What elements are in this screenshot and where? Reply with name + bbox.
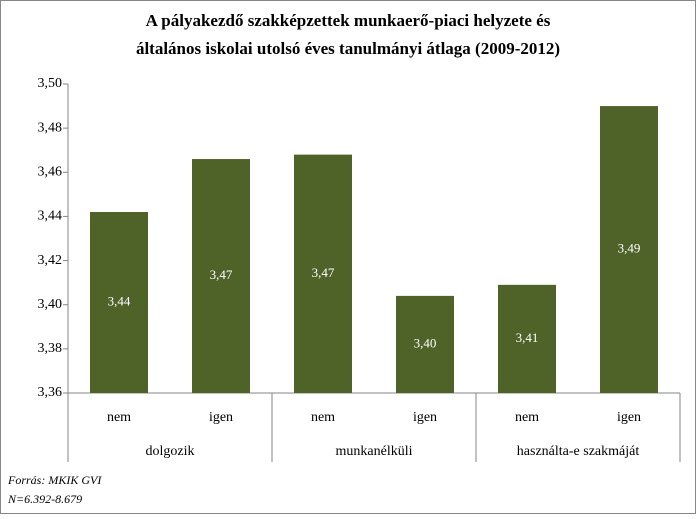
value-label: 3,47 xyxy=(312,265,335,280)
x-tick-label: igen xyxy=(209,410,233,425)
source: N=6.392-8.679 xyxy=(7,492,82,506)
value-label: 3,47 xyxy=(210,267,233,282)
bar xyxy=(90,212,148,393)
group-label: használta-e szakmáját xyxy=(517,444,640,459)
source: Forrás: MKIK GVI xyxy=(7,473,102,487)
y-tick-label: 3,48 xyxy=(38,120,63,135)
bar xyxy=(396,295,454,393)
y-tick-label: 3,46 xyxy=(38,165,63,180)
bar xyxy=(294,154,352,393)
bar xyxy=(498,284,556,393)
bar xyxy=(600,106,658,394)
y-tick-label: 3,36 xyxy=(38,385,63,400)
group-label: dolgozik xyxy=(146,444,195,459)
x-tick-label: nem xyxy=(515,410,539,425)
x-tick-label: nem xyxy=(311,410,335,425)
y-tick-label: 3,50 xyxy=(38,76,63,91)
value-label: 3,44 xyxy=(108,293,131,308)
x-tick-label: igen xyxy=(413,410,437,425)
y-tick-label: 3,40 xyxy=(38,297,63,312)
bar xyxy=(192,159,250,393)
chart-title: általános iskolai utolsó éves tanulmányi… xyxy=(136,39,560,58)
x-tick-label: igen xyxy=(617,410,641,425)
y-tick-label: 3,44 xyxy=(38,209,63,224)
group-label: munkanélküli xyxy=(336,444,413,459)
value-label: 3,40 xyxy=(414,335,437,350)
x-tick-label: nem xyxy=(107,410,131,425)
chart-title: A pályakezdő szakképzettek munkaerő-piac… xyxy=(146,11,551,30)
value-label: 3,41 xyxy=(516,330,539,345)
value-label: 3,49 xyxy=(618,241,641,256)
y-tick-label: 3,38 xyxy=(38,341,63,356)
y-tick-label: 3,42 xyxy=(38,253,63,268)
